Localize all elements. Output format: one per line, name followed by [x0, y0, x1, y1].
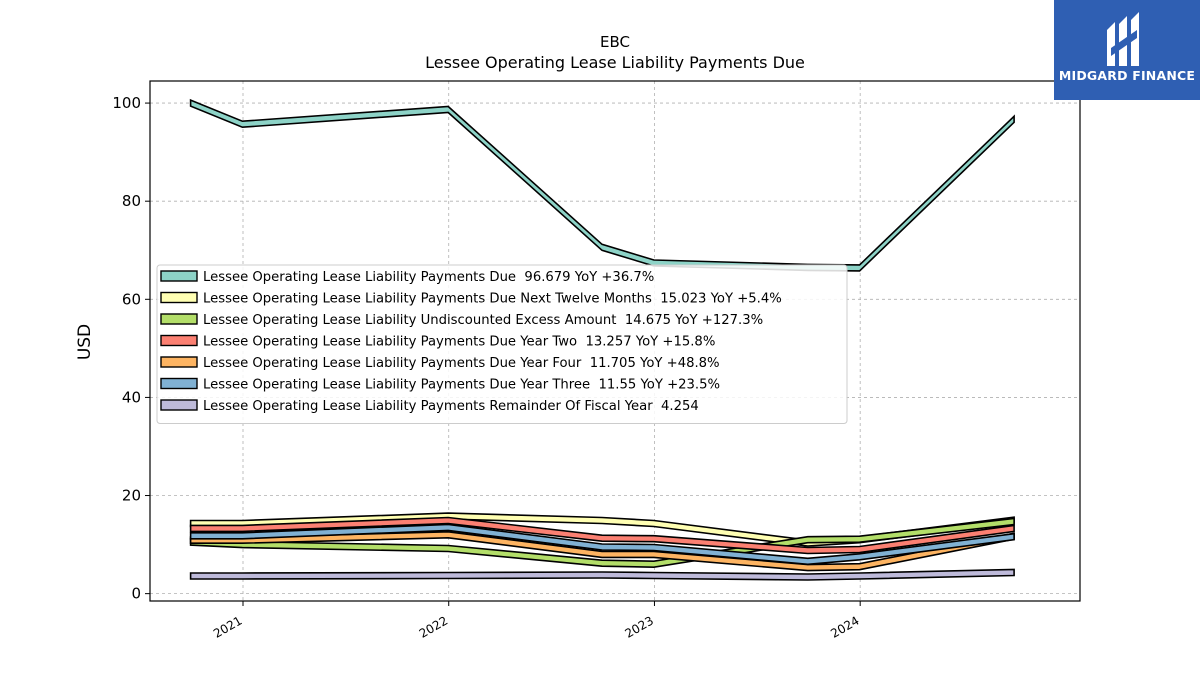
legend-label: Lessee Operating Lease Liability Payment…	[203, 378, 720, 393]
legend-swatch	[160, 334, 198, 347]
series-line	[189, 568, 1015, 581]
brand-logo: MIDGARD FINANCE	[1054, 0, 1200, 100]
y-tick-label: 20	[122, 487, 141, 505]
x-tick-label: 2022	[417, 613, 450, 640]
series-line	[189, 516, 1015, 555]
series-line	[189, 523, 1015, 566]
plot-frame	[149, 80, 1081, 602]
chart-subtitle: Lessee Operating Lease Liability Payment…	[425, 53, 805, 72]
y-tick-label: 100	[112, 94, 141, 112]
x-tick-label: 2024	[828, 613, 861, 640]
y-tick-label: 40	[122, 388, 141, 406]
y-tick-label: 60	[122, 290, 141, 308]
brand-name: MIDGARD FINANCE	[1058, 68, 1196, 83]
series-group	[189, 98, 1015, 581]
midgard-logo-icon	[1107, 12, 1139, 66]
legend-label: Lessee Operating Lease Liability Payment…	[203, 335, 715, 350]
legend-label: Lessee Operating Lease Liability Payment…	[203, 292, 782, 307]
y-tick-label: 0	[131, 585, 141, 603]
legend: Lessee Operating Lease Liability Payment…	[156, 264, 848, 424]
legend-swatch	[160, 291, 198, 304]
legend-swatch	[160, 399, 198, 411]
x-tick-label: 2021	[211, 613, 244, 640]
legend-label: Lessee Operating Lease Liability Payment…	[203, 399, 699, 414]
legend-swatch	[160, 356, 198, 368]
legend-frame	[156, 264, 848, 424]
legend-swatch	[160, 377, 198, 390]
legend-label: Lessee Operating Lease Liability Undisco…	[203, 313, 763, 328]
legend-label: Lessee Operating Lease Liability Payment…	[203, 356, 720, 371]
y-tick-label: 80	[122, 192, 141, 210]
y-axis-label: USD	[75, 324, 95, 360]
legend-label: Lessee Operating Lease Liability Payment…	[203, 270, 654, 285]
series-line	[189, 98, 1015, 272]
legend-swatch	[160, 313, 198, 325]
series-line	[189, 517, 1015, 569]
chart-title: EBC	[600, 33, 630, 51]
x-tick-label: 2023	[623, 613, 656, 640]
legend-swatch	[160, 270, 198, 282]
